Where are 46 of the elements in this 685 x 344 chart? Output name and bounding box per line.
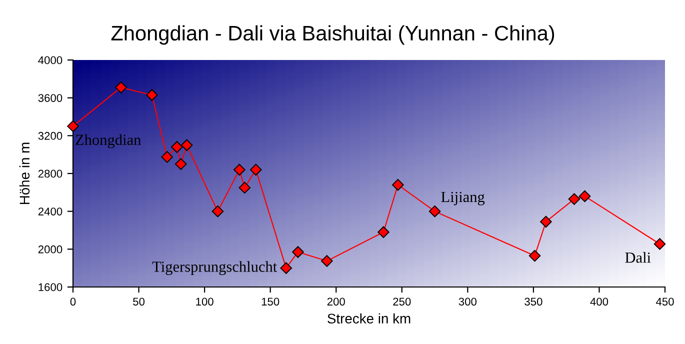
y-tick-label: 2800 <box>38 170 62 178</box>
point <box>578 190 591 202</box>
point <box>568 193 580 205</box>
point <box>528 250 541 262</box>
annotation: Tigersprungschlucht <box>152 261 278 276</box>
point <box>280 262 292 274</box>
y-tick-label: 1600 <box>38 283 62 292</box>
point <box>67 120 79 132</box>
point <box>250 164 262 176</box>
chart-title: Zhongdian - Dali via Baishuitai (Yunnan - China) <box>111 25 554 45</box>
point <box>171 141 183 153</box>
point <box>115 82 127 94</box>
x-tick-label: 200 <box>327 298 345 306</box>
y-tick-label: 3600 <box>38 94 62 102</box>
point <box>292 246 304 258</box>
point <box>392 178 404 191</box>
annotation: Zhongdian <box>76 134 141 148</box>
point <box>321 255 333 267</box>
x-tick-label: 450 <box>656 298 674 306</box>
x-tick-label: 100 <box>196 298 214 306</box>
y-tick-label: 2000 <box>38 245 62 254</box>
x-tick-label: 0 <box>70 298 76 306</box>
y-tick-label: 2400 <box>38 208 62 216</box>
y-axis-title: Höhe in m <box>19 142 30 204</box>
point <box>180 139 193 152</box>
point <box>234 164 246 176</box>
point <box>378 226 390 238</box>
point <box>428 205 441 218</box>
annotation: Dali <box>625 252 651 263</box>
annotation: Lijiang <box>441 192 485 206</box>
point <box>161 151 173 163</box>
point <box>654 238 666 250</box>
point <box>540 216 552 228</box>
x-tick-label: 50 <box>133 298 145 306</box>
point <box>146 89 158 101</box>
x-tick-label: 350 <box>524 298 542 306</box>
x-tick-label: 250 <box>393 298 411 306</box>
x-axis-title: Strecke in km <box>328 313 410 324</box>
point <box>212 205 224 218</box>
x-tick-label: 300 <box>458 298 476 306</box>
y-tick-label: 3200 <box>38 132 62 140</box>
y-tick-label: 4000 <box>38 56 62 64</box>
x-tick-label: 400 <box>590 298 608 306</box>
x-tick-label: 150 <box>262 298 280 306</box>
point <box>174 158 187 170</box>
point <box>238 182 251 194</box>
